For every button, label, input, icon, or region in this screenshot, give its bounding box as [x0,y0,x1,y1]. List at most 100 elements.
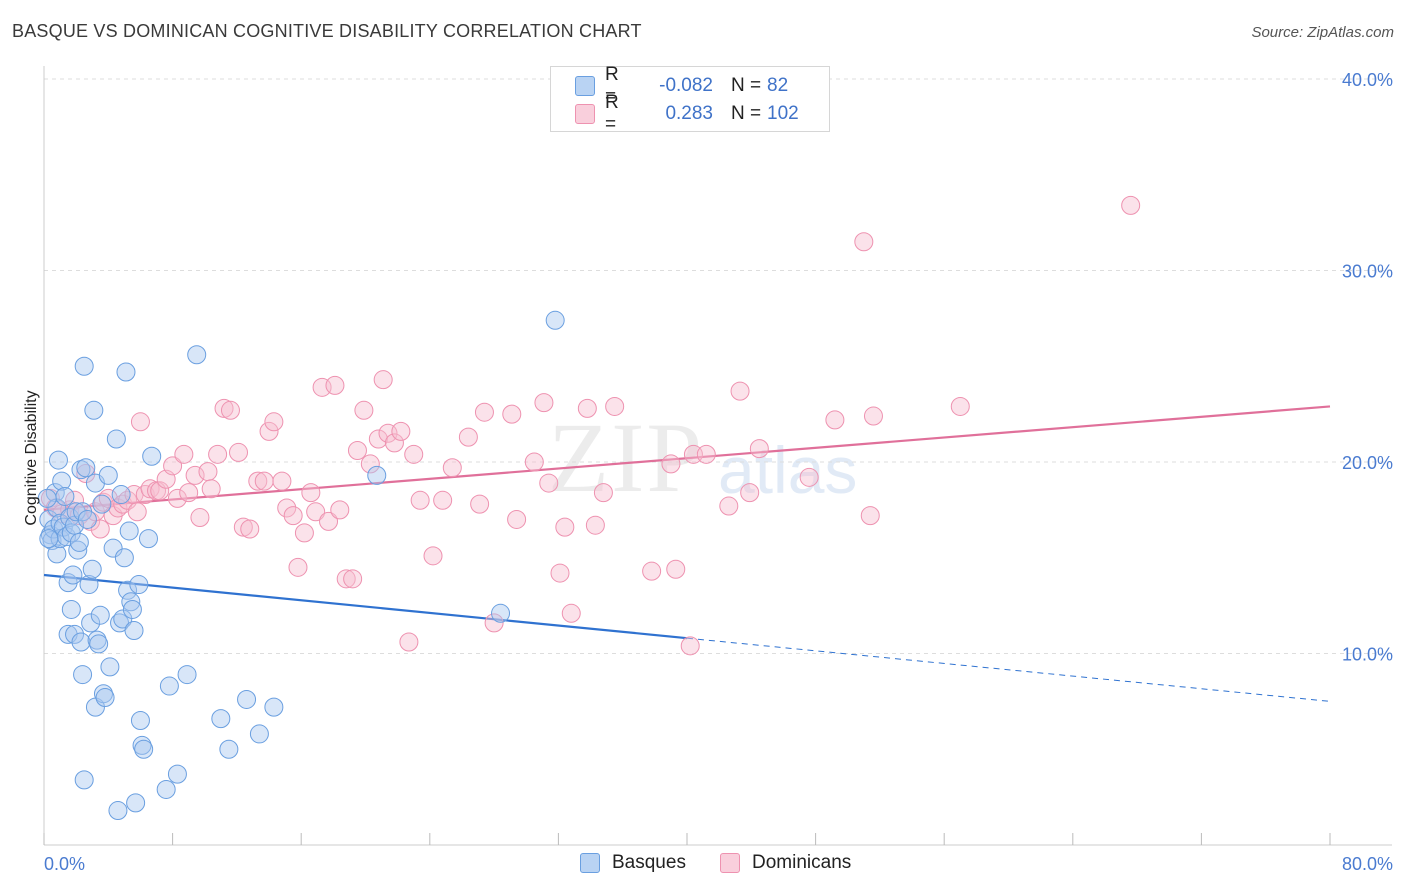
basque-point [89,634,109,654]
basque-point [37,488,57,508]
dominican-point [254,471,274,491]
r-value: -0.082 [659,75,713,96]
basque-point [111,485,131,505]
basque-trend-extension [686,637,1331,702]
basque-point [39,529,59,549]
basque-point [129,575,149,595]
dominican-point [399,632,419,652]
dominican-trend-line [43,405,1331,511]
dominican-point [860,506,880,526]
dominican-point [825,410,845,430]
basque-point [63,565,83,585]
basque-point [113,609,133,629]
basque-point [95,688,115,708]
basque-point [47,544,67,564]
dominican-point [384,433,404,453]
basque-swatch [580,853,600,873]
dominican-point [730,381,750,401]
dominican-point [229,442,249,462]
basque-point [74,356,94,376]
dominican-point [264,412,284,432]
axes [43,66,1392,846]
basque-point [61,599,81,619]
basque-point [264,697,284,717]
dominican-point [534,393,554,413]
dominican-point [319,511,339,531]
basque-point [177,665,197,685]
n-label: N = [731,75,762,96]
dominican-point [470,494,490,514]
dominican-point [799,467,819,487]
dominican-point [666,559,686,579]
dominican-point [130,412,150,432]
dominican-point [458,427,478,447]
y-tick-label: 40.0% [1342,70,1393,90]
dominican-point [605,396,625,416]
basque-point [142,446,162,466]
dominican-point [283,506,303,526]
chart-title: BASQUE VS DOMINICAN COGNITIVE DISABILITY… [12,21,642,41]
dominican-point [502,404,522,424]
dominican-point [190,508,210,528]
basque-point [79,575,99,595]
dominican-point [127,502,147,522]
basque-point [187,345,207,365]
dominican-point [740,483,760,503]
dominican-point [661,454,681,474]
basque-point [138,529,158,549]
dominican-point [208,444,228,464]
dominican-point [248,471,268,491]
basque-point [81,613,101,633]
basque-point [47,498,67,518]
watermark-zip: ZIP [548,402,704,513]
r-label: R = [605,64,619,107]
dominican-point [294,523,314,543]
legend-row-basques: R = -0.082 N = 82 [575,64,807,107]
dominican-point [240,519,260,539]
basque-point [545,310,565,330]
dominican-point [150,481,170,501]
basque-point [121,592,141,612]
dominican-point [163,456,183,476]
basque-point [69,532,89,552]
r-value: 0.283 [665,103,713,124]
dominican-points [40,195,1141,656]
dominican-point [347,441,367,461]
dominican-point [373,370,393,390]
dominican-point [301,483,321,503]
dominican-point [950,396,970,416]
basque-point [103,538,123,558]
basque-point [114,548,134,568]
basque-point [84,400,104,420]
basque-point [74,770,94,790]
basque-point [98,465,118,485]
dominican-point [81,511,101,531]
basque-trend-line [43,573,688,640]
dominican-point [167,488,187,508]
tick-labels: 10.0% 20.0% 30.0% 40.0% 0.0% 80.0% Cognitive D… [23,70,1393,874]
basque-point [108,801,128,821]
dominican-swatch [575,104,595,124]
basque-point [491,603,511,623]
basque-point [65,624,85,644]
basque-point [48,450,68,470]
dominican-point [577,398,597,418]
dominican-point [474,402,494,422]
basque-point [134,739,154,759]
dominican-point [410,490,430,510]
dominican-point [368,429,388,449]
basque-point [71,632,91,652]
y-tick-label: 10.0% [1342,645,1393,665]
dominican-point [259,421,279,441]
dominican-point [306,502,326,522]
basque-point [66,502,86,522]
dominican-point [585,515,605,535]
basque-point [118,580,138,600]
x-tick-label: 0.0% [44,854,85,874]
dominican-point [524,452,544,472]
dominican-point [214,398,234,418]
x-tick-label: 80.0% [1342,854,1393,874]
dominican-point [719,496,739,516]
basque-point [211,709,231,729]
